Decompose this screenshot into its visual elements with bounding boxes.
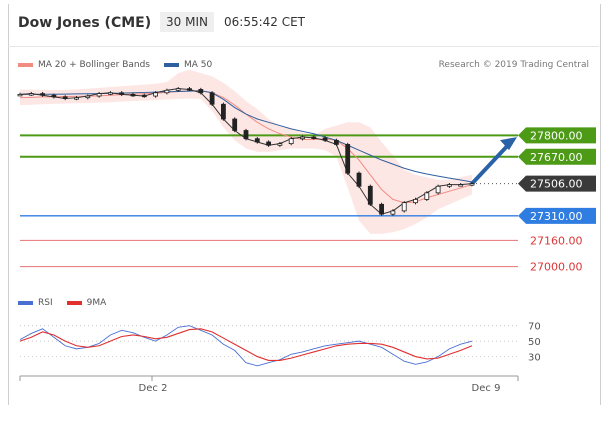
price-candle — [390, 210, 396, 215]
price-candle — [322, 137, 328, 141]
rsi-tick-1: 50 — [528, 337, 541, 348]
price-candle — [164, 89, 170, 94]
price-label-bg-0 — [518, 127, 596, 144]
header-divider — [8, 46, 599, 47]
price-label-4: 27160.00 — [530, 234, 583, 247]
price-candle — [424, 192, 430, 200]
price-candle — [209, 92, 215, 105]
rsi-ma-legend-label: 9MA — [86, 298, 107, 308]
forecast-arrow-head — [500, 137, 517, 151]
price-candle — [62, 96, 68, 99]
level-layer — [20, 134, 518, 268]
ma20-swatch — [18, 63, 33, 67]
price-candle — [141, 94, 147, 98]
rsi-layer: 70 50 30 — [19, 322, 541, 367]
price-label-bg-3 — [518, 207, 596, 224]
price-candle — [435, 185, 441, 194]
ma50-line — [20, 90, 473, 183]
candle-layer — [17, 87, 475, 216]
price-candle — [119, 92, 125, 95]
time-axis-label-1: Dec 9 — [472, 383, 501, 394]
ma50-swatch — [164, 63, 179, 67]
price-candle — [130, 94, 136, 97]
price-label-0: 27800.00 — [530, 129, 583, 142]
price-candle — [254, 138, 260, 143]
price-candle — [17, 94, 23, 97]
rsi-legend-label: RSI — [38, 298, 53, 308]
timestamp: 06:55:42 CET — [224, 15, 305, 29]
forecast-arrow-shaft — [470, 142, 511, 186]
price-candle — [288, 138, 294, 145]
interval-badge[interactable]: 30 MIN — [160, 12, 214, 32]
rsi-tick-2: 30 — [528, 353, 541, 364]
price-candle — [379, 203, 385, 215]
rsi-line — [19, 325, 473, 367]
price-candle — [232, 118, 238, 131]
price-candle — [40, 93, 45, 96]
price-candle — [277, 143, 283, 146]
price-candle — [153, 92, 159, 97]
price-legend: MA 20 + Bollinger Bands MA 50 — [18, 60, 212, 70]
ma50-legend-label: MA 50 — [184, 60, 213, 70]
price-candle — [28, 93, 34, 96]
price-label-layer: 27800.00 27670.00 27506.00 27310.00 27160.00… — [518, 127, 596, 274]
price-candle — [401, 202, 407, 212]
ma20-legend-label: MA 20 + Bollinger Bands — [38, 60, 150, 70]
price-candle — [85, 95, 91, 99]
price-candle — [74, 97, 79, 100]
price-candle — [51, 94, 57, 98]
price-label-bg-1 — [518, 148, 596, 165]
price-candle — [243, 130, 249, 140]
price-label-5: 27000.00 — [530, 261, 583, 274]
price-candle — [413, 199, 418, 204]
price-candle — [367, 185, 373, 205]
rsi-ma-line — [19, 328, 473, 361]
time-axis-layer: Dec 2 Dec 9 — [19, 375, 519, 394]
price-label-3: 27310.00 — [530, 210, 583, 223]
price-label-bg-2 — [518, 175, 596, 192]
rsi-ma-swatch — [66, 301, 82, 305]
price-candle — [458, 184, 464, 187]
chart-frame — [8, 4, 601, 405]
indicator-line-layer — [19, 88, 517, 215]
price-candle — [175, 88, 181, 91]
chart-credit: Research © 2019 Trading Central — [438, 60, 589, 70]
price-candle — [469, 183, 475, 186]
price-candle — [220, 103, 226, 120]
price-candle — [333, 139, 339, 145]
price-label-1: 27670.00 — [530, 151, 583, 164]
rsi-legend: RSI 9MA — [18, 298, 106, 308]
price-candle — [446, 184, 452, 187]
bollinger-band-layer — [20, 69, 472, 234]
price-candle — [345, 144, 351, 174]
price-candle — [300, 136, 305, 140]
price-candle — [187, 88, 192, 91]
rsi-tick-0: 70 — [528, 322, 541, 333]
price-candle — [356, 172, 362, 187]
price-candle — [96, 93, 102, 97]
price-label-2: 27506.00 — [530, 178, 583, 191]
price-candle — [266, 141, 272, 146]
price-candle — [198, 89, 204, 94]
chart-header: Dow Jones (CME) 30 MIN 06:55:42 CET — [0, 0, 608, 46]
price-candle — [108, 92, 113, 95]
instrument-title: Dow Jones (CME) — [18, 15, 152, 31]
bollinger-band-area — [20, 69, 472, 234]
price-candle — [311, 136, 317, 139]
time-axis-label-0: Dec 2 — [139, 383, 168, 394]
rsi-swatch — [18, 301, 33, 305]
